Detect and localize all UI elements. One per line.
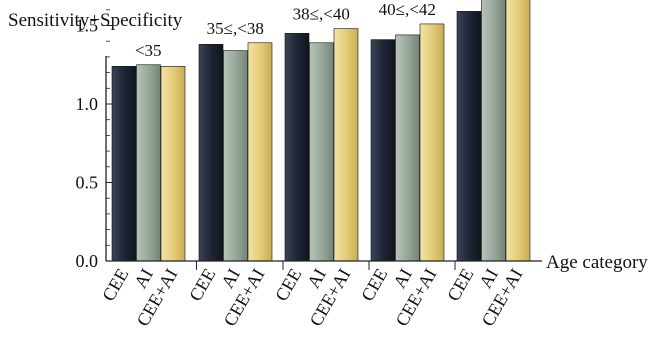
bar-ai-group-5 xyxy=(481,0,506,262)
x-axis-title: Age category xyxy=(546,252,648,273)
bar-ai-group-2 xyxy=(223,50,248,262)
x-tick-label-cee: CEE xyxy=(98,265,132,304)
y-tick-label: 0.5 xyxy=(76,173,99,193)
y-tick-label: 0.0 xyxy=(76,251,99,271)
bar-ai-group-3 xyxy=(309,42,334,262)
bar-cee-group-4 xyxy=(370,39,396,262)
bars-layer xyxy=(111,0,531,262)
y-tick-label: 1.0 xyxy=(76,94,99,114)
bar-cee-group-2 xyxy=(198,44,224,262)
group-label-38-40: 38≤,<40 xyxy=(293,5,350,24)
bar-cee-group-3 xyxy=(284,33,310,262)
bar-cee-plus-ai-group-5 xyxy=(505,0,531,262)
bar-cee-plus-ai-group-2 xyxy=(247,42,273,262)
bar-cee-group-1 xyxy=(111,66,137,262)
x-tick-label-cee: CEE xyxy=(185,265,219,304)
bar-ai-group-4 xyxy=(395,34,420,262)
x-tick-label-cee: CEE xyxy=(357,265,391,304)
bar-cee-plus-ai-group-1 xyxy=(160,66,186,262)
x-tick-label-cee: CEE xyxy=(443,265,477,304)
bar-cee-plus-ai-group-4 xyxy=(419,23,445,262)
y-axis-title: Sensitivity+Specificity xyxy=(8,10,183,31)
bar-cee-plus-ai-group-3 xyxy=(333,28,359,262)
x-tick-label-cee: CEE xyxy=(271,265,305,304)
y-tick-label: 1.5 xyxy=(76,16,99,36)
group-label-40-42: 40≤,<42 xyxy=(379,0,436,19)
group-label-35-38: 35≤,<38 xyxy=(207,19,264,38)
bar-cee-group-5 xyxy=(456,11,482,262)
group-label-under-35: <35 xyxy=(135,41,162,60)
bar-ai-group-1 xyxy=(136,64,161,262)
